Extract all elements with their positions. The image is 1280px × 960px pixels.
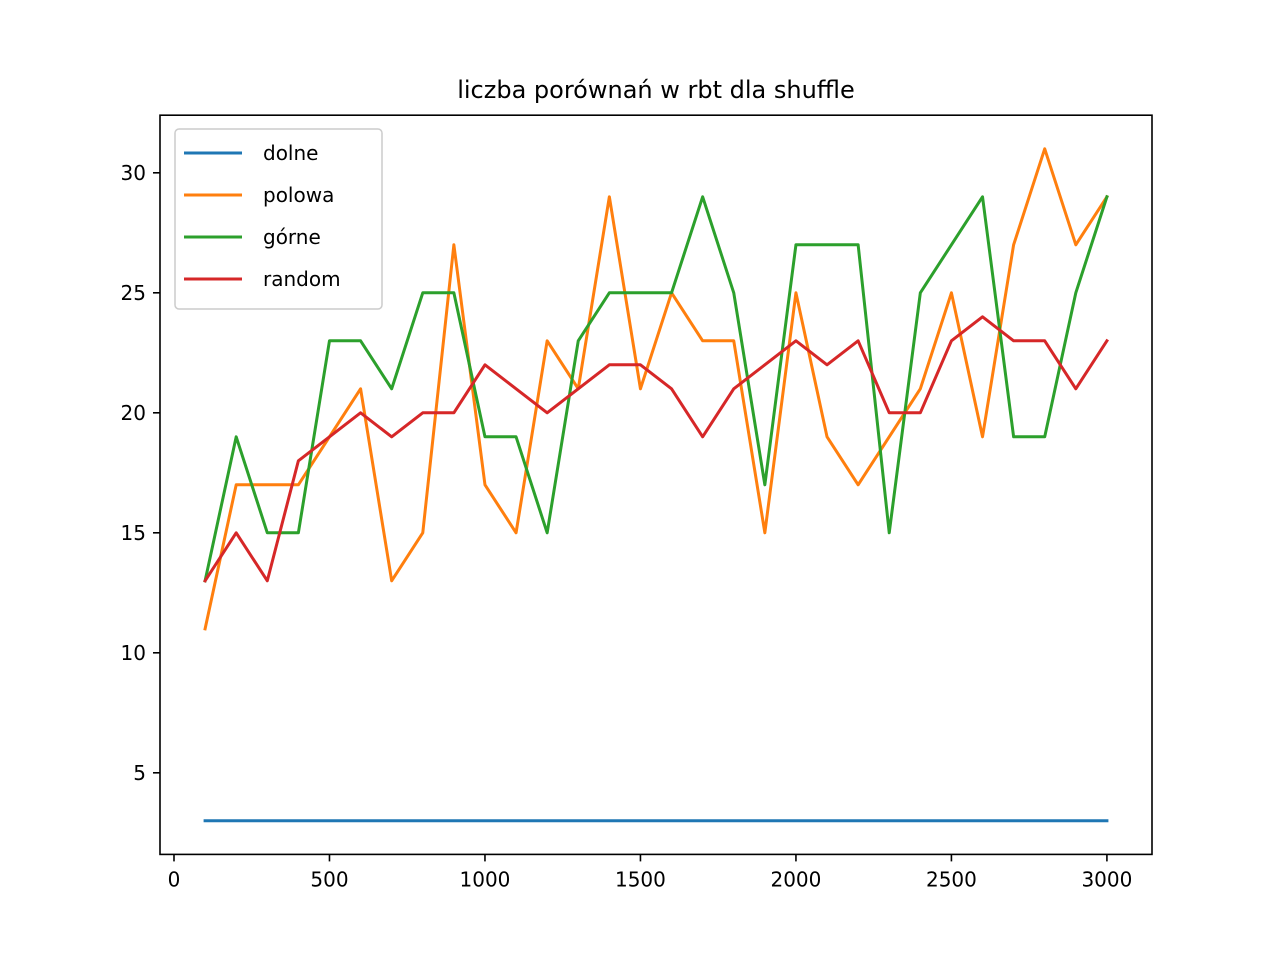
x-tick-label: 2500 xyxy=(926,867,977,891)
x-tick-label: 2000 xyxy=(770,867,821,891)
x-tick-label: 500 xyxy=(310,867,348,891)
legend: dolne polowa górne random xyxy=(174,128,383,310)
chart-title: liczba porównań w rbt dla shuffle xyxy=(457,76,855,104)
y-tick-label: 10 xyxy=(121,641,146,665)
legend-label-2: górne xyxy=(263,225,321,249)
y-tick-label: 25 xyxy=(121,281,146,305)
series-line-2 xyxy=(203,194,1109,583)
legend-box xyxy=(174,128,383,310)
y-tick-label: 5 xyxy=(133,761,146,785)
y-tick-label: 30 xyxy=(121,161,146,185)
series-line-1 xyxy=(203,147,1109,631)
y-axis: 5 10 15 20 25 30 xyxy=(121,161,160,785)
series-line-3 xyxy=(203,315,1109,583)
plot-frame xyxy=(159,114,1153,856)
series-layer xyxy=(203,147,1109,823)
legend-label-1: polowa xyxy=(263,183,334,207)
x-tick-label: 0 xyxy=(168,867,181,891)
y-tick-label: 20 xyxy=(121,401,146,425)
x-tick-label: 1000 xyxy=(460,867,511,891)
x-axis: 0 500 1000 1500 2000 2500 3000 xyxy=(168,854,1132,891)
x-tick-label: 3000 xyxy=(1081,867,1132,891)
x-tick-label: 1500 xyxy=(615,867,666,891)
legend-label-0: dolne xyxy=(263,141,318,165)
y-tick-label: 15 xyxy=(121,521,146,545)
legend-label-3: random xyxy=(263,267,341,291)
